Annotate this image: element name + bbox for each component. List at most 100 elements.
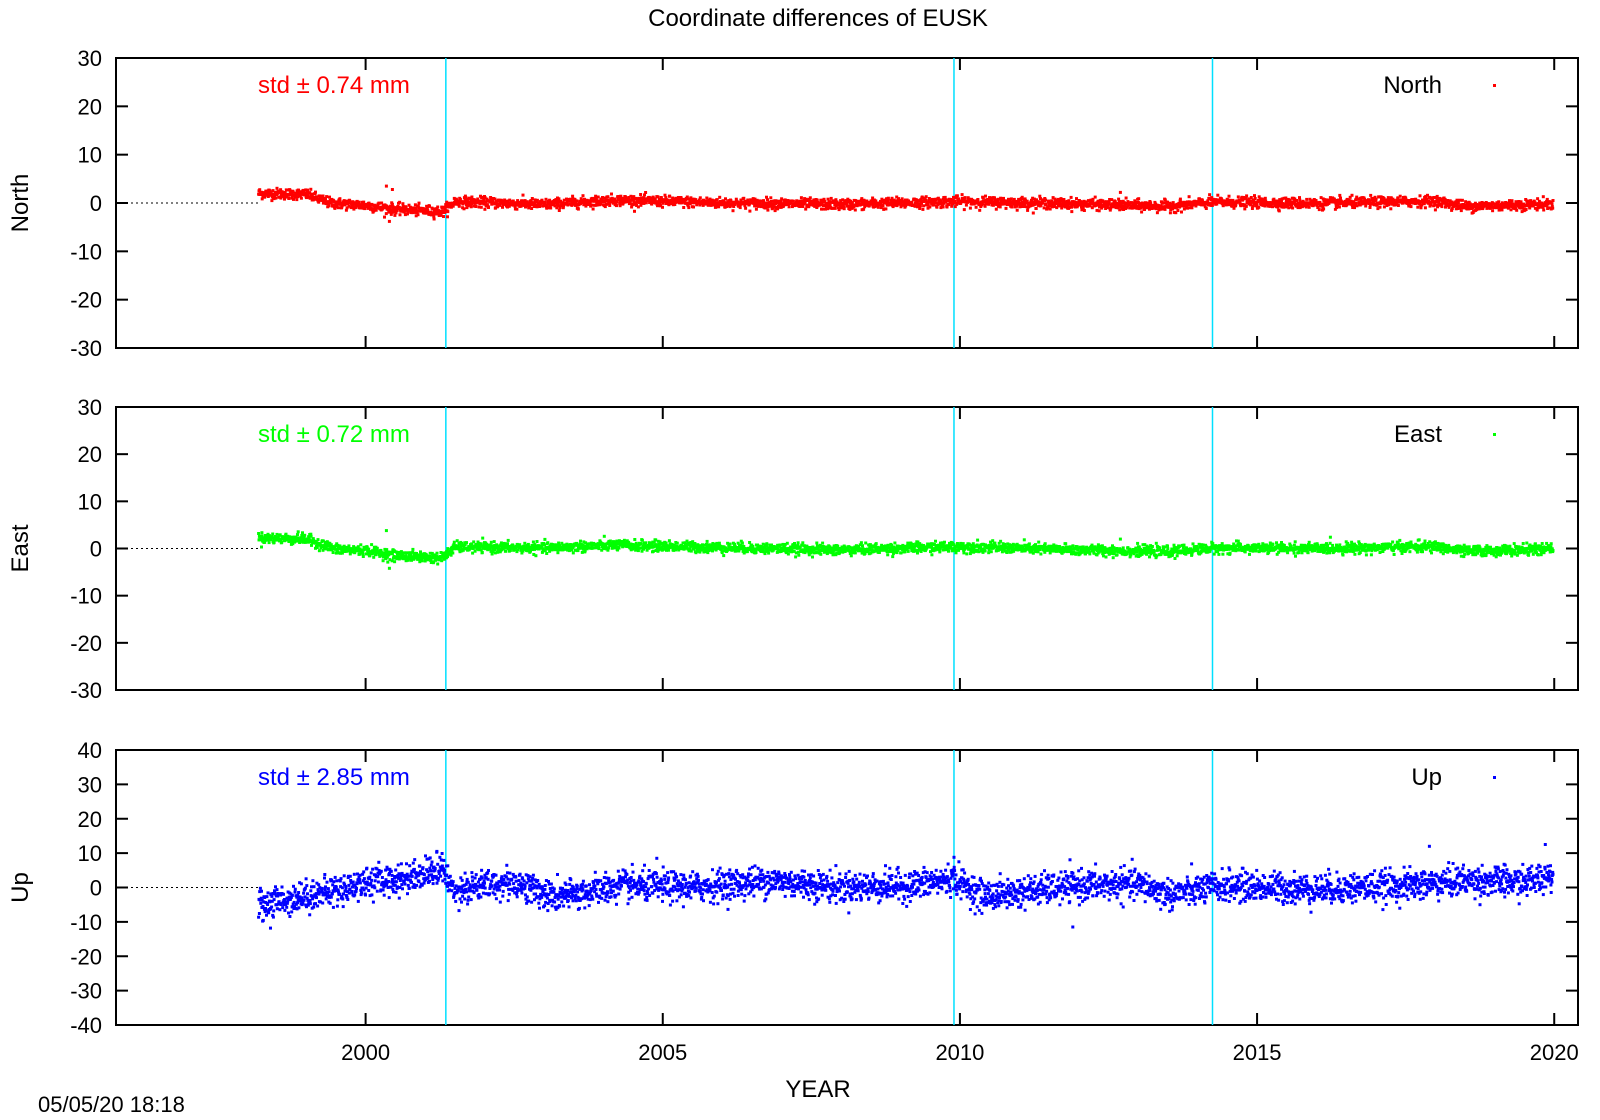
data-point bbox=[1240, 195, 1244, 199]
data-point bbox=[1368, 206, 1372, 209]
data-point bbox=[317, 549, 321, 553]
data-point bbox=[389, 212, 393, 216]
data-point bbox=[520, 551, 524, 555]
data-point bbox=[1352, 200, 1356, 204]
data-point bbox=[732, 205, 736, 208]
data-point bbox=[668, 546, 672, 550]
data-point bbox=[1069, 195, 1073, 199]
data-point bbox=[1357, 201, 1361, 205]
data-point bbox=[548, 547, 552, 550]
data-point bbox=[1070, 205, 1074, 209]
data-point bbox=[1137, 197, 1141, 201]
data-point bbox=[1291, 206, 1295, 210]
data-point bbox=[862, 199, 866, 203]
data-point bbox=[511, 199, 515, 203]
data-point bbox=[1178, 205, 1182, 209]
data-point bbox=[450, 549, 454, 553]
data-point bbox=[491, 199, 495, 203]
data-point bbox=[760, 199, 764, 203]
data-point bbox=[1377, 195, 1381, 199]
data-point bbox=[1378, 205, 1382, 209]
data-point bbox=[960, 193, 964, 197]
data-point bbox=[569, 198, 573, 202]
data-point bbox=[1364, 204, 1368, 208]
data-point bbox=[916, 205, 919, 209]
data-point bbox=[654, 538, 658, 542]
data-point bbox=[1519, 200, 1523, 204]
data-point bbox=[799, 196, 803, 200]
data-point bbox=[432, 217, 436, 221]
data-point bbox=[1080, 208, 1084, 212]
data-point bbox=[713, 542, 717, 546]
data-point bbox=[631, 203, 635, 207]
data-point bbox=[366, 204, 370, 208]
data-point bbox=[449, 553, 453, 557]
data-point bbox=[1035, 198, 1039, 202]
data-point bbox=[530, 207, 534, 210]
data-point bbox=[371, 551, 375, 555]
data-point bbox=[1416, 205, 1420, 209]
data-point bbox=[579, 543, 583, 546]
data-point bbox=[891, 205, 895, 209]
data-point bbox=[435, 551, 439, 555]
data-point bbox=[1550, 202, 1554, 206]
data-point bbox=[831, 206, 835, 210]
data-point bbox=[1229, 200, 1233, 204]
data-point bbox=[1154, 207, 1158, 211]
data-point bbox=[1332, 197, 1336, 201]
data-point bbox=[603, 205, 607, 209]
data-point bbox=[1459, 209, 1463, 213]
data-point bbox=[1333, 207, 1337, 211]
data-point bbox=[1433, 208, 1437, 212]
data-point bbox=[452, 540, 456, 544]
data-point bbox=[474, 544, 477, 548]
data-point bbox=[1335, 206, 1338, 210]
data-point bbox=[302, 190, 306, 194]
data-point bbox=[364, 552, 368, 556]
data-point bbox=[290, 196, 294, 200]
data-point bbox=[1112, 205, 1115, 209]
data-point bbox=[266, 192, 270, 196]
data-point bbox=[406, 558, 410, 562]
data-point bbox=[1355, 204, 1359, 208]
data-point bbox=[431, 211, 435, 215]
data-point bbox=[415, 552, 418, 555]
data-point bbox=[308, 538, 312, 542]
data-point bbox=[1209, 198, 1213, 202]
data-point bbox=[446, 547, 450, 551]
data-point bbox=[335, 205, 339, 209]
data-point bbox=[714, 205, 718, 209]
data-point bbox=[526, 542, 530, 546]
data-point bbox=[1426, 193, 1429, 197]
data-point bbox=[821, 207, 825, 211]
data-point bbox=[661, 201, 665, 205]
data-point bbox=[383, 552, 386, 556]
data-point bbox=[544, 197, 548, 201]
data-point bbox=[580, 550, 584, 554]
data-point bbox=[666, 199, 670, 203]
data-point bbox=[1090, 206, 1094, 210]
data-point bbox=[416, 213, 420, 217]
data-point bbox=[926, 203, 930, 207]
data-point bbox=[615, 204, 618, 208]
data-point bbox=[290, 539, 294, 543]
data-point bbox=[780, 197, 784, 201]
data-point bbox=[823, 200, 827, 204]
data-point bbox=[275, 532, 279, 536]
data-point bbox=[918, 204, 922, 208]
data-point bbox=[315, 546, 319, 549]
data-point bbox=[575, 199, 579, 203]
data-point bbox=[458, 198, 462, 201]
data-point bbox=[417, 206, 421, 210]
data-point bbox=[663, 193, 667, 197]
data-point bbox=[1107, 202, 1111, 206]
data-point bbox=[968, 206, 972, 210]
data-point bbox=[1255, 203, 1259, 207]
data-point bbox=[414, 206, 418, 210]
data-point bbox=[629, 198, 633, 202]
data-point bbox=[1070, 210, 1074, 214]
data-point bbox=[634, 548, 638, 552]
data-point bbox=[464, 196, 468, 200]
data-point bbox=[440, 559, 444, 563]
